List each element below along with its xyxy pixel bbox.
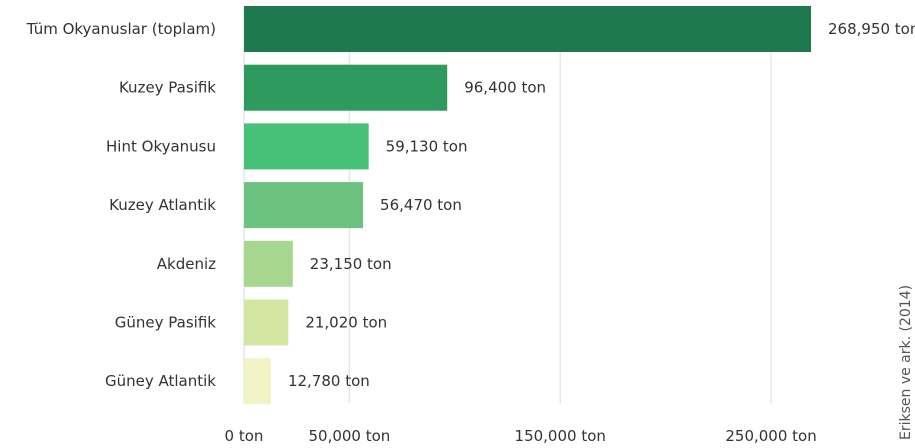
- value-label: 23,150 ton: [310, 255, 392, 273]
- bar: [244, 299, 289, 346]
- value-label: 96,400 ton: [464, 79, 546, 97]
- category-label: Güney Pasifik: [115, 314, 217, 332]
- category-labels: Tüm Okyanuslar (toplam) Kuzey Pasifik Hint…: [26, 20, 217, 390]
- x-tick-label: 50,000 ton: [308, 427, 390, 445]
- bar: [244, 182, 364, 229]
- value-label: 56,470 ton: [380, 196, 462, 214]
- value-label: 268,950 ton: [828, 20, 915, 38]
- category-label: Kuzey Atlantik: [109, 196, 216, 214]
- category-label: Güney Atlantik: [105, 372, 216, 390]
- bars: [244, 6, 811, 405]
- value-label: 59,130 ton: [386, 137, 468, 155]
- category-label: Kuzey Pasifik: [119, 79, 216, 97]
- bar: [244, 123, 369, 170]
- x-tick-label: 250,000 ton: [725, 427, 816, 445]
- source-note: Eriksen ve ark. (2014): [898, 285, 914, 440]
- category-label: Akdeniz: [157, 255, 216, 273]
- bar: [244, 64, 448, 111]
- x-tick-labels: 0 ton 50,000 ton 150,000 ton 250,000 ton: [225, 427, 817, 445]
- bar: [244, 240, 293, 287]
- x-tick-label: 150,000 ton: [515, 427, 606, 445]
- bar: [244, 358, 271, 405]
- category-label: Hint Okyanusu: [106, 137, 216, 155]
- x-tick-label: 0 ton: [225, 427, 264, 445]
- value-label: 21,020 ton: [305, 314, 387, 332]
- bar: [244, 6, 811, 52]
- value-label: 12,780 ton: [288, 372, 370, 390]
- category-label: Tüm Okyanuslar (toplam): [26, 20, 216, 38]
- value-labels: 268,950 ton 96,400 ton 59,130 ton 56,470 to…: [288, 20, 915, 390]
